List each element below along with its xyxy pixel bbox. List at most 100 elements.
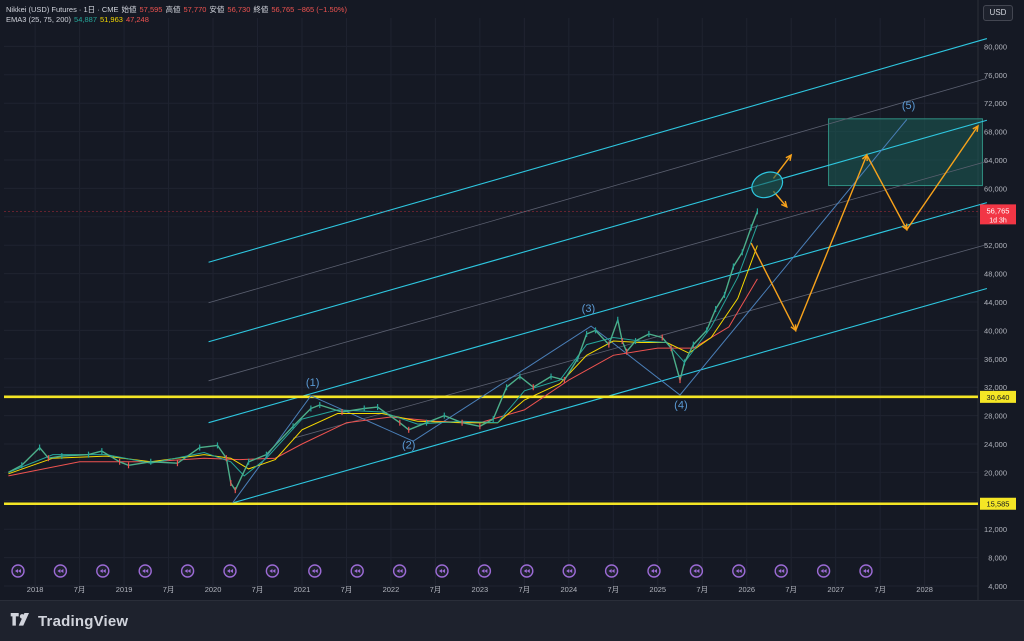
level-badge	[980, 390, 1016, 403]
tradingview-logo-icon	[10, 613, 29, 626]
legend-low: 56,730	[227, 5, 251, 14]
tradingview-wordmark: TradingView	[38, 612, 129, 630]
y-tick-label: 64,000	[984, 156, 1007, 165]
x-tick-label: 7月	[163, 585, 175, 594]
level-badge-label: 30,640	[987, 393, 1010, 402]
event-marker-glyph	[396, 569, 403, 573]
legend-close-label: 終値	[253, 5, 269, 14]
x-tick-label: 2027	[827, 585, 844, 594]
price-line	[8, 211, 759, 491]
x-tick-label: 7月	[607, 585, 619, 594]
tradingview-logo[interactable]: TradingView	[10, 613, 128, 630]
channel-midline	[208, 77, 988, 304]
event-marker-glyph	[523, 569, 530, 573]
legend-ema25-value: 54,887	[74, 15, 97, 24]
projection-arrowhead	[790, 324, 797, 332]
legend-ema75-value: 51,963	[100, 15, 123, 24]
legend-high: 57,770	[183, 5, 207, 14]
x-tick-label: 2025	[649, 585, 666, 594]
y-tick-label: 4,000	[988, 582, 1007, 591]
x-tick-label: 2022	[383, 585, 400, 594]
wave-label: (4)	[674, 400, 687, 412]
event-marker-glyph	[142, 569, 149, 573]
level-badge	[980, 497, 1016, 510]
x-tick-label: 7月	[785, 585, 797, 594]
event-marker-glyph	[693, 569, 700, 573]
elliott-wave-path	[232, 119, 908, 504]
x-tick-label: 2020	[205, 585, 222, 594]
event-marker-glyph	[15, 569, 21, 573]
y-tick-label: 44,000	[984, 298, 1007, 307]
legend-change: −865 (−1.50%)	[297, 5, 347, 14]
channel-line	[208, 202, 988, 424]
x-tick-label: 7月	[430, 585, 442, 594]
highlight-ellipse	[751, 171, 784, 199]
y-tick-label: 32,000	[984, 383, 1007, 392]
event-marker-glyph	[651, 569, 657, 573]
y-tick-label: 36,000	[984, 355, 1007, 364]
event-marker-glyph	[99, 569, 106, 573]
y-tick-label: 68,000	[984, 128, 1007, 137]
x-tick-label: 7月	[696, 585, 708, 594]
event-marker-glyph	[608, 569, 615, 573]
ema-75-line	[8, 245, 758, 475]
event-marker-glyph	[439, 569, 445, 573]
event-marker-glyph	[184, 569, 191, 573]
price-chart[interactable]: (1)(2)(3)(4)(5)4,0008,00012,00016,00020,…	[0, 0, 1024, 600]
x-tick-label: 7月	[341, 585, 353, 594]
target-zone-box	[828, 118, 983, 187]
y-tick-label: 76,000	[984, 71, 1007, 80]
last-price-label: 56,765	[987, 206, 1010, 215]
legend-symbol[interactable]: Nikkei (USD) Futures · 1日 · CME	[6, 5, 119, 14]
wave-label: (2)	[402, 439, 415, 451]
x-tick-label: 2021	[294, 585, 311, 594]
ema-200-line	[8, 278, 758, 477]
x-tick-label: 2028	[916, 585, 933, 594]
y-tick-label: 28,000	[984, 412, 1007, 421]
x-tick-label: 2024	[560, 585, 577, 594]
event-marker-glyph	[269, 569, 276, 573]
y-tick-label: 40,000	[984, 326, 1007, 335]
event-marker-glyph	[481, 569, 488, 573]
y-tick-label: 60,000	[984, 184, 1007, 193]
chart-area[interactable]: (1)(2)(3)(4)(5)4,0008,00012,00016,00020,…	[0, 0, 1024, 600]
channel-line	[208, 38, 988, 263]
footer-bar: TradingView	[0, 600, 1024, 641]
projection-arrowhead	[901, 223, 908, 231]
currency-button[interactable]: USD	[983, 5, 1013, 21]
event-marker-glyph	[778, 569, 785, 573]
legend-low-label: 安値	[209, 5, 225, 14]
legend-high-label: 高値	[165, 5, 181, 14]
y-tick-label: 48,000	[984, 270, 1007, 279]
y-tick-label: 12,000	[984, 525, 1007, 534]
last-price-countdown: 1d 3h	[989, 217, 1007, 224]
projection-arrowhead	[861, 153, 868, 162]
channel-midline	[208, 161, 988, 382]
event-marker-glyph	[354, 569, 361, 573]
last-price-badge	[980, 204, 1016, 225]
x-tick-label: 7月	[519, 585, 531, 594]
x-tick-label: 2018	[27, 585, 44, 594]
level-badge-label: 15,585	[987, 500, 1010, 509]
x-tick-label: 7月	[252, 585, 264, 594]
legend-open-label: 始値	[121, 5, 137, 14]
event-marker-glyph	[863, 569, 869, 573]
y-tick-label: 24,000	[984, 440, 1007, 449]
chart-legend: Nikkei (USD) Futures · 1日 · CME 始値 57,595…	[6, 5, 347, 25]
event-marker-glyph	[311, 569, 318, 573]
x-tick-label: 7月	[74, 585, 86, 594]
legend-open: 57,595	[139, 5, 163, 14]
projection-arrowhead	[972, 124, 979, 132]
x-tick-label: 7月	[874, 585, 886, 594]
legend-ema200-value: 47,248	[125, 15, 149, 24]
y-tick-label: 80,000	[984, 42, 1007, 51]
y-tick-label: 20,000	[984, 468, 1007, 477]
y-tick-label: 52,000	[984, 241, 1007, 250]
event-marker-glyph	[57, 569, 64, 573]
y-tick-label: 8,000	[988, 554, 1007, 563]
breakout-arrowhead	[785, 153, 793, 162]
wave-label: (1)	[306, 377, 319, 389]
legend-ohlc-row: Nikkei (USD) Futures · 1日 · CME 始値 57,595…	[6, 5, 347, 15]
breakout-arrowhead	[780, 200, 788, 209]
legend-ema-label[interactable]: EMA3 (25, 75, 200)	[6, 15, 72, 24]
